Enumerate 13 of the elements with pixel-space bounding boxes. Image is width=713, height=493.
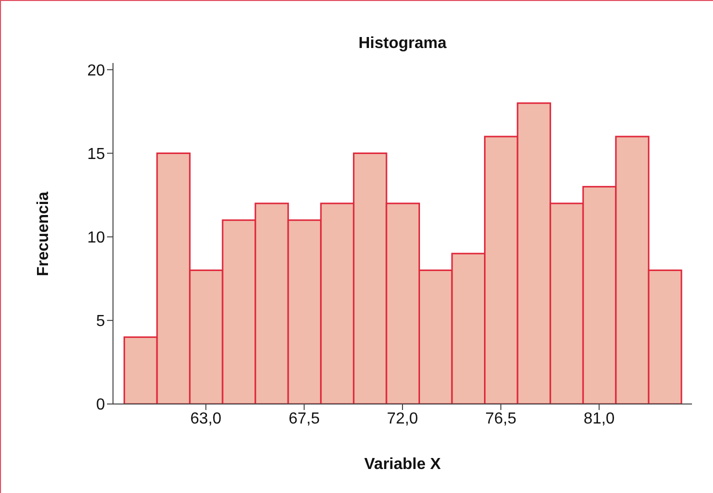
y-axis-title: Frecuencia <box>35 190 53 278</box>
x-tick-label: 72,0 <box>386 410 418 428</box>
y-tick-label: 15 <box>87 146 106 163</box>
y-tick-label: 5 <box>96 313 106 330</box>
y-tick-label: 10 <box>87 230 106 247</box>
x-tick-label: 76,5 <box>485 410 516 428</box>
x-axis-title: Variable X <box>363 456 442 474</box>
x-tick-label: 81,0 <box>584 410 615 428</box>
chart-title: Histograma <box>357 35 448 53</box>
y-tick-label: 0 <box>96 396 106 414</box>
y-tick-label: 20 <box>87 62 106 80</box>
x-tick-label: 63,0 <box>190 410 222 428</box>
x-tick-label: 67,5 <box>288 410 320 428</box>
